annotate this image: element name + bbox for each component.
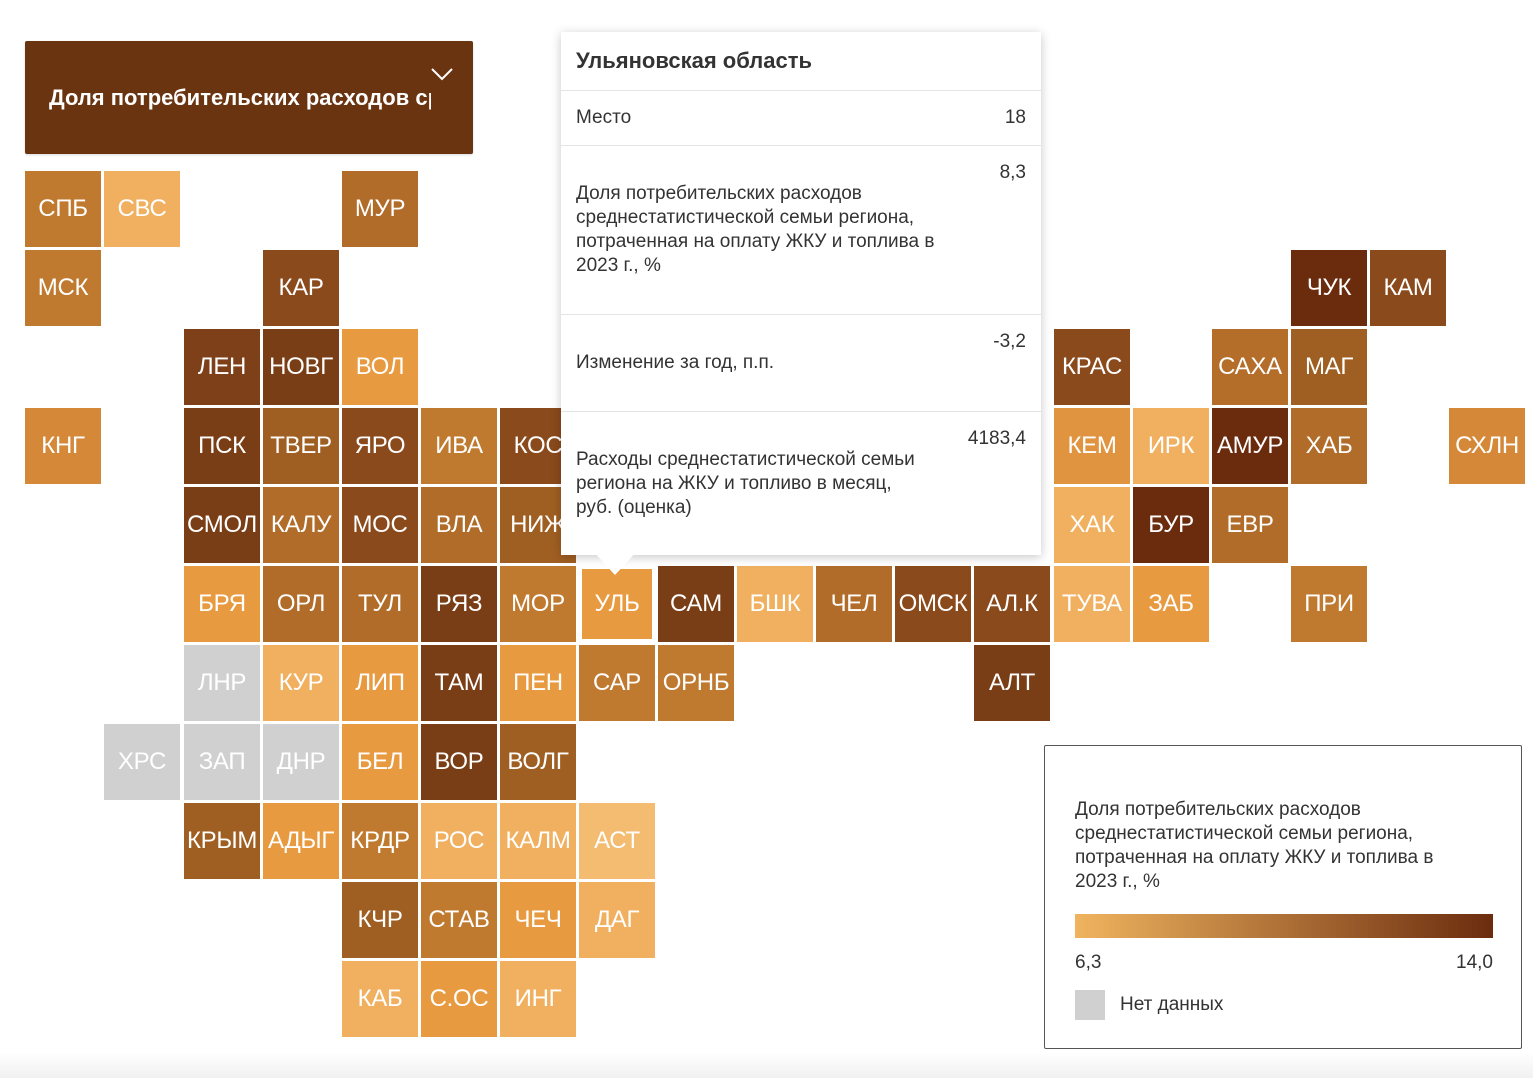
tile-iva[interactable]: ИВА <box>421 408 497 484</box>
tile-mos[interactable]: МОС <box>342 487 418 563</box>
tooltip-spend-value: 4183,4 <box>967 428 1026 449</box>
tile-kalu[interactable]: КАЛУ <box>263 487 339 563</box>
tile-dag[interactable]: ДАГ <box>579 882 655 958</box>
tooltip-spend-label: Расходы среднестатистической семьи регио… <box>576 449 915 518</box>
tile-stav[interactable]: СТАВ <box>421 882 497 958</box>
tile-ul-selected[interactable]: УЛЬ <box>579 566 655 642</box>
tile-ast[interactable]: АСТ <box>579 803 655 879</box>
tile-vor[interactable]: ВОР <box>421 724 497 800</box>
tooltip-divider <box>561 314 1041 315</box>
tile-sos[interactable]: С.ОС <box>421 961 497 1037</box>
tile-tul[interactable]: ТУЛ <box>342 566 418 642</box>
legend-no-data-label: Нет данных <box>1120 994 1224 1015</box>
tile-kem[interactable]: КЕМ <box>1054 408 1130 484</box>
tooltip-title: Ульяновская область <box>576 48 812 73</box>
tooltip-change-value: -3,2 <box>993 331 1026 352</box>
tile-kng[interactable]: КНГ <box>25 408 101 484</box>
tile-alk[interactable]: АЛ.К <box>974 566 1050 642</box>
tile-mag[interactable]: МАГ <box>1291 329 1367 405</box>
tile-tuva[interactable]: ТУВА <box>1054 566 1130 642</box>
tooltip-divider <box>561 411 1041 412</box>
tile-mor[interactable]: МОР <box>500 566 576 642</box>
tile-bel[interactable]: БЕЛ <box>342 724 418 800</box>
legend-color-scale <box>1075 914 1493 938</box>
tile-pen[interactable]: ПЕН <box>500 645 576 721</box>
bottom-shade <box>0 1052 1533 1078</box>
tile-evr[interactable]: ЕВР <box>1212 487 1288 563</box>
region-tooltip: Ульяновская область Место 18 8,3 Доля по… <box>561 32 1041 575</box>
tile-len[interactable]: ЛЕН <box>184 329 260 405</box>
legend-min-value: 6,3 <box>1075 952 1102 973</box>
tile-kam[interactable]: КАМ <box>1370 250 1446 326</box>
tooltip-pointer <box>593 551 637 575</box>
tooltip-change-label: Изменение за год, п.п. <box>576 352 775 373</box>
tooltip-share-label: Доля потребительских расходов среднестат… <box>576 183 935 276</box>
tile-pri[interactable]: ПРИ <box>1291 566 1367 642</box>
tile-hak[interactable]: ХАК <box>1054 487 1130 563</box>
tile-yaro[interactable]: ЯРО <box>342 408 418 484</box>
tile-sam[interactable]: САМ <box>658 566 734 642</box>
tile-irk[interactable]: ИРК <box>1133 408 1209 484</box>
tile-ornb[interactable]: ОРНБ <box>658 645 734 721</box>
tooltip-rank-label: Место <box>576 107 632 128</box>
tile-ing[interactable]: ИНГ <box>500 961 576 1037</box>
tooltip-rank-value: 18 <box>1004 107 1026 128</box>
tile-spb[interactable]: СПБ <box>25 171 101 247</box>
tile-chuk[interactable]: ЧУК <box>1291 250 1367 326</box>
tile-hab[interactable]: ХАБ <box>1291 408 1367 484</box>
tile-msk[interactable]: МСК <box>25 250 101 326</box>
tile-psk[interactable]: ПСК <box>184 408 260 484</box>
tile-brya[interactable]: БРЯ <box>184 566 260 642</box>
tile-ros[interactable]: РОС <box>421 803 497 879</box>
tile-krym[interactable]: КРЫМ <box>184 803 260 879</box>
tile-ryaz[interactable]: РЯЗ <box>421 566 497 642</box>
legend-no-data-swatch <box>1075 990 1105 1020</box>
tile-saha[interactable]: САХА <box>1212 329 1288 405</box>
tile-dnr[interactable]: ДНР <box>263 724 339 800</box>
tile-chech[interactable]: ЧЕЧ <box>500 882 576 958</box>
tile-orl[interactable]: ОРЛ <box>263 566 339 642</box>
tile-shln[interactable]: СХЛН <box>1449 408 1525 484</box>
tile-adyg[interactable]: АДЫГ <box>263 803 339 879</box>
tile-krdr[interactable]: КРДР <box>342 803 418 879</box>
tile-smol[interactable]: СМОЛ <box>184 487 260 563</box>
tile-kar[interactable]: КАР <box>263 250 339 326</box>
tile-chel[interactable]: ЧЕЛ <box>816 566 892 642</box>
chevron-down-icon[interactable] <box>429 61 455 87</box>
tile-novg[interactable]: НОВГ <box>263 329 339 405</box>
tile-vol[interactable]: ВОЛ <box>342 329 418 405</box>
indicator-dropdown[interactable]: Доля потребительских расходов среднестат… <box>25 41 473 154</box>
tile-volg[interactable]: ВОЛГ <box>500 724 576 800</box>
tile-bshk[interactable]: БШК <box>737 566 813 642</box>
tile-bur[interactable]: БУР <box>1133 487 1209 563</box>
tile-zab[interactable]: ЗАБ <box>1133 566 1209 642</box>
tile-kras[interactable]: КРАС <box>1054 329 1130 405</box>
tile-lnr[interactable]: ЛНР <box>184 645 260 721</box>
tile-tam[interactable]: ТАМ <box>421 645 497 721</box>
tile-alt[interactable]: АЛТ <box>974 645 1050 721</box>
legend-max-value: 14,0 <box>1456 952 1493 973</box>
tile-kchr[interactable]: КЧР <box>342 882 418 958</box>
tooltip-divider <box>561 90 1041 91</box>
tile-hrs[interactable]: ХРС <box>104 724 180 800</box>
tile-tver[interactable]: ТВЕР <box>263 408 339 484</box>
tile-omsk[interactable]: ОМСК <box>895 566 971 642</box>
tile-lip[interactable]: ЛИП <box>342 645 418 721</box>
map-legend: Доля потребительских расходов среднестат… <box>1044 745 1522 1049</box>
dropdown-label: Доля потребительских расходов среднестат… <box>49 85 431 110</box>
tile-sar[interactable]: САР <box>579 645 655 721</box>
tile-mur[interactable]: МУР <box>342 171 418 247</box>
tile-vla[interactable]: ВЛА <box>421 487 497 563</box>
tile-kur[interactable]: КУР <box>263 645 339 721</box>
tooltip-divider <box>561 145 1041 146</box>
tile-kab[interactable]: КАБ <box>342 961 418 1037</box>
tile-svs[interactable]: СВС <box>104 171 180 247</box>
tooltip-share-value: 8,3 <box>999 162 1026 183</box>
tile-kalm[interactable]: КАЛМ <box>500 803 576 879</box>
tile-zap[interactable]: ЗАП <box>184 724 260 800</box>
tile-amur[interactable]: АМУР <box>1212 408 1288 484</box>
legend-title: Доля потребительских расходов среднестат… <box>1075 799 1434 892</box>
